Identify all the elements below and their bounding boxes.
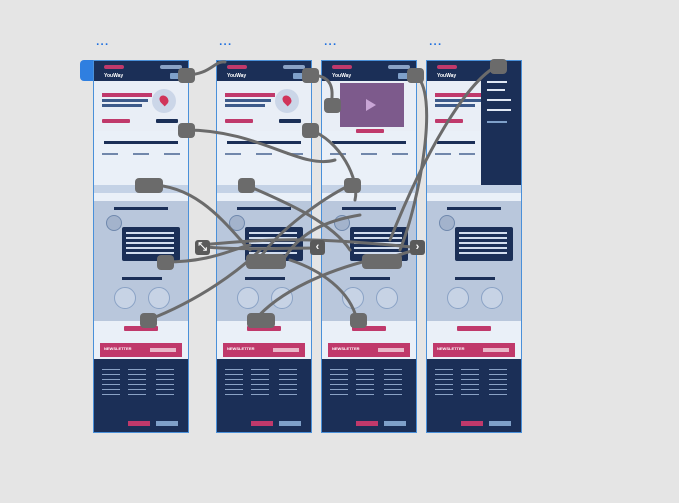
avatar xyxy=(447,287,469,309)
avatar xyxy=(237,287,259,309)
map-pin-icon xyxy=(275,89,299,113)
testimonial-card xyxy=(455,227,513,261)
team-button[interactable] xyxy=(352,326,386,331)
connector-node[interactable] xyxy=(140,313,157,328)
connector-node[interactable] xyxy=(407,68,424,83)
connector-node[interactable] xyxy=(135,178,163,193)
connector-node[interactable] xyxy=(350,313,367,328)
team-button[interactable] xyxy=(124,326,158,331)
connector-node[interactable] xyxy=(344,178,361,193)
video-player[interactable] xyxy=(340,83,404,127)
frame-label-1[interactable]: ... xyxy=(96,38,110,48)
connector-node[interactable] xyxy=(324,98,341,113)
chevron-right-icon[interactable]: › xyxy=(410,240,425,255)
connector-node[interactable] xyxy=(238,178,255,193)
frame-header: YouWay xyxy=(94,61,188,81)
avatar xyxy=(106,215,122,231)
frame-1[interactable]: YouWay NEWSLETTER xyxy=(93,60,189,433)
avatar xyxy=(439,215,455,231)
hero-button[interactable] xyxy=(225,119,253,123)
collapse-icon[interactable]: ⤡ xyxy=(195,240,210,255)
footer xyxy=(94,359,188,432)
frame-4[interactable]: YouWay NEWSLETTER xyxy=(426,60,522,433)
hero-button[interactable] xyxy=(102,119,130,123)
avatar xyxy=(114,287,136,309)
frame-label-2[interactable]: ... xyxy=(219,38,233,48)
connector-node[interactable] xyxy=(246,254,286,269)
chevron-left-icon[interactable]: ‹ xyxy=(310,240,325,255)
hero-section xyxy=(94,81,188,131)
connector-node[interactable] xyxy=(178,123,195,138)
connector-node[interactable] xyxy=(178,68,195,83)
team-button[interactable] xyxy=(457,326,491,331)
connector-node[interactable] xyxy=(302,68,319,83)
logo: YouWay xyxy=(437,73,457,79)
avatar xyxy=(481,287,503,309)
map-pin-icon xyxy=(152,89,176,113)
logo: YouWay xyxy=(104,73,124,79)
connector-node[interactable] xyxy=(302,123,319,138)
flow-start-tag[interactable] xyxy=(80,60,93,81)
avatar xyxy=(148,287,170,309)
menu-overlay[interactable] xyxy=(481,61,521,191)
connector-node[interactable] xyxy=(247,313,275,328)
frame-label-3[interactable]: ... xyxy=(324,38,338,48)
connector-node[interactable] xyxy=(157,255,174,270)
connector-node[interactable] xyxy=(490,59,507,74)
team-button[interactable] xyxy=(247,326,281,331)
newsletter-banner: NEWSLETTER xyxy=(100,343,182,357)
connector-node[interactable] xyxy=(362,254,402,269)
logo: YouWay xyxy=(332,73,352,79)
frame-label-4[interactable]: ... xyxy=(429,38,443,48)
avatar xyxy=(229,215,245,231)
logo: YouWay xyxy=(227,73,247,79)
avatar xyxy=(376,287,398,309)
